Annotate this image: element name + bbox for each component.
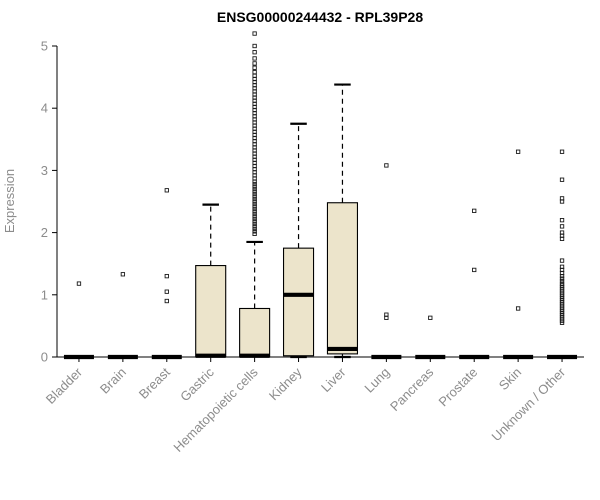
x-tick-label: Hematopoietic cells [170,364,261,455]
y-tick-label: 1 [41,287,48,302]
x-tick-label: Brain [97,365,129,397]
y-axis-title: Expression [2,169,17,233]
outlier-point [252,43,257,49]
outlier-point [252,221,257,227]
outlier-point [252,69,257,75]
outlier-point [559,224,565,229]
outlier-point [252,231,257,236]
x-tick-label: Breast [136,364,173,401]
y-tick-label: 0 [41,350,48,365]
outlier-point [252,226,257,232]
box [326,202,359,355]
outlier-point [252,224,257,229]
outlier-point [252,65,257,70]
outlier-point [252,229,257,234]
outlier-point [252,201,257,207]
outlier-point [384,163,389,168]
outlier-point [252,216,257,222]
y-tick-label: 4 [41,101,48,116]
outlier-point [252,206,257,212]
outlier-point [559,218,565,223]
box [239,307,271,358]
outlier-point [164,298,169,304]
outlier-point [515,306,521,311]
outlier-point [252,209,257,214]
outlier-point [384,312,389,317]
outlier-point [164,289,169,294]
outlier-point [252,211,257,217]
outlier-point [559,264,565,269]
x-tick-label: Lung [361,365,392,396]
outlier-point [252,181,257,187]
outlier-point [559,258,565,263]
outlier-point [252,186,257,192]
outlier-point [559,278,565,284]
x-tick-label: Skin [496,365,524,393]
x-tick-label: Liver [318,364,349,395]
outlier-point [515,149,521,154]
outlier-point [559,149,565,154]
outlier-point [252,219,257,224]
x-tick-label: Gastric [177,364,217,404]
x-tick-label: Kidney [266,364,305,403]
outlier-point [559,281,565,286]
chart-title: ENSG00000244432 - RPL39P28 [217,9,423,25]
outlier-point [252,184,257,189]
outlier-point [252,56,257,61]
outlier-point [164,273,169,279]
x-tick-label: Prostate [435,365,480,410]
outlier-point [120,272,126,277]
y-tick-label: 2 [41,225,48,240]
outlier-point [559,276,565,281]
outlier-point [252,189,257,194]
outlier-point [252,196,257,202]
y-tick-label: 5 [41,39,48,54]
outlier-point [472,208,477,213]
outlier-point [252,191,257,197]
outlier-point [252,214,257,219]
outlier-point [252,199,257,204]
x-tick-label: Bladder [43,364,86,407]
outlier-point [472,267,477,273]
plot-area: 0 1 2 3 4 5 Bladder Brain Breast GastricHematopoi… [41,31,584,455]
x-tick-label: Pancreas [387,364,437,414]
outlier-point [559,230,565,235]
box [282,247,315,357]
outlier-point [559,177,565,182]
outlier-point [559,196,565,201]
outlier-point [252,50,257,55]
outlier-point [252,194,257,199]
outlier-point [76,281,82,286]
outlier-point [164,188,169,193]
y-tick-label: 3 [41,163,48,178]
outlier-point [252,204,257,209]
outlier-point [252,31,257,36]
outlier-point [252,61,257,66]
box [195,265,227,358]
outlier-point [428,315,433,320]
x-tick-label: Unknown / Other [489,364,569,444]
